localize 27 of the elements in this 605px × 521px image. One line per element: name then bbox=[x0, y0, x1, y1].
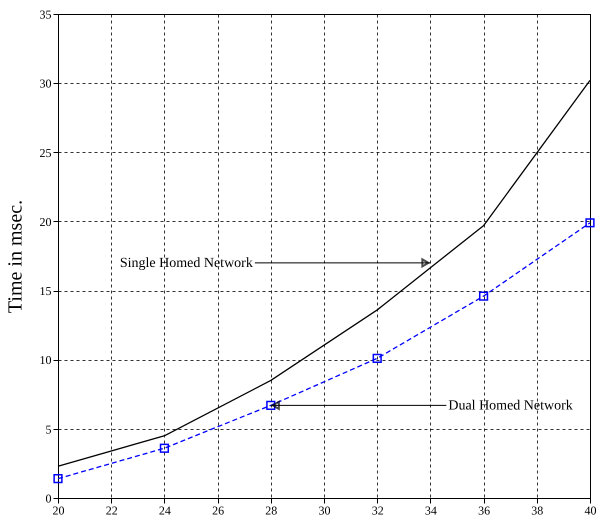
y-tick-label: 30 bbox=[40, 76, 52, 91]
x-tick-label: 28 bbox=[265, 504, 278, 518]
point bbox=[266, 400, 276, 410]
y-tick-label: 20 bbox=[40, 214, 52, 229]
y-tick-label: 0 bbox=[46, 492, 52, 506]
point bbox=[160, 444, 170, 453]
y-tick-label: 15 bbox=[40, 284, 52, 298]
point bbox=[53, 474, 63, 484]
point bbox=[478, 291, 488, 301]
x-tick-label: 26 bbox=[212, 504, 224, 518]
annotation: Dual Homed Network bbox=[448, 398, 573, 414]
x-tick-label: 40 bbox=[584, 504, 596, 518]
annotation: Single Homed Network bbox=[120, 256, 253, 271]
x-tick-label: 32 bbox=[372, 504, 384, 518]
point bbox=[585, 218, 595, 228]
y-tick-label: 25 bbox=[40, 146, 52, 160]
x-tick-label: 24 bbox=[158, 504, 171, 518]
point bbox=[372, 354, 382, 363]
x-tick-label: 34 bbox=[424, 504, 437, 518]
y-axis-title: Time in msec. bbox=[4, 200, 26, 314]
x-tick-label: 38 bbox=[531, 504, 544, 518]
x-tick-label: 22 bbox=[106, 504, 118, 518]
y-tick-label: 10 bbox=[40, 353, 52, 368]
x-tick-label: 30 bbox=[318, 504, 330, 518]
y-tick-label: 35 bbox=[40, 8, 52, 22]
x-tick-label: 36 bbox=[478, 504, 490, 518]
y-tick-label: 5 bbox=[46, 422, 52, 436]
